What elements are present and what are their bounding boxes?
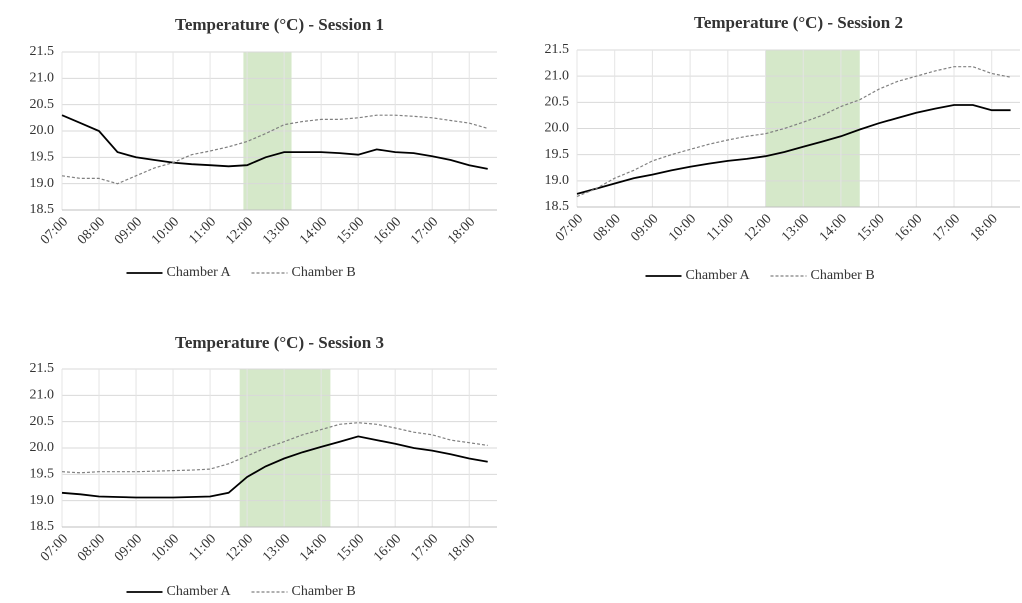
legend-label: Chamber A [167, 584, 232, 599]
chart-title: Temperature (°C) - Session 1 [175, 15, 384, 34]
x-tick-label: 11:00 [186, 214, 219, 247]
y-tick-label: 18.5 [545, 199, 570, 214]
y-tick-label: 20.5 [30, 414, 55, 429]
y-tick-label: 21.0 [545, 68, 570, 83]
x-tick-label: 15:00 [334, 531, 367, 564]
chart-title: Temperature (°C) - Session 3 [175, 333, 384, 352]
x-tick-label: 17:00 [408, 531, 441, 564]
legend-label: Chamber B [292, 584, 356, 599]
legend-label: Chamber B [292, 265, 356, 280]
y-tick-label: 20.0 [30, 123, 55, 138]
y-tick-label: 19.0 [30, 176, 55, 191]
data-line [576, 104, 1011, 195]
x-tick-label: 12:00 [223, 214, 256, 247]
y-tick-label: 20.5 [545, 95, 570, 110]
y-tick-label: 20.0 [545, 121, 570, 136]
x-tick-label: 12:00 [223, 531, 256, 564]
x-tick-label: 18:00 [445, 214, 478, 247]
x-tick-label: 13:00 [260, 214, 293, 247]
y-tick-label: 21.0 [30, 71, 55, 86]
x-tick-label: 10:00 [149, 214, 182, 247]
x-tick-label: 11:00 [704, 211, 737, 244]
x-tick-label: 14:00 [817, 211, 850, 244]
y-tick-label: 21.5 [30, 361, 55, 376]
y-tick-label: 21.5 [545, 42, 570, 57]
legend-label: Chamber A [167, 265, 232, 280]
legend-label: Chamber B [811, 268, 875, 283]
y-tick-label: 21.0 [30, 388, 55, 403]
x-tick-label: 18:00 [445, 531, 478, 564]
y-tick-label: 19.0 [545, 173, 570, 188]
x-tick-label: 17:00 [930, 211, 963, 244]
legend-label: Chamber A [686, 268, 751, 283]
x-tick-label: 14:00 [297, 531, 330, 564]
y-tick-label: 20.5 [30, 97, 55, 112]
x-tick-label: 08:00 [75, 214, 108, 247]
x-tick-label: 17:00 [408, 214, 441, 247]
x-tick-label: 18:00 [968, 211, 1001, 244]
x-tick-label: 07:00 [38, 531, 71, 564]
x-tick-label: 11:00 [186, 531, 219, 564]
y-tick-label: 21.5 [30, 44, 55, 59]
x-tick-label: 12:00 [741, 211, 774, 244]
y-tick-label: 19.5 [30, 150, 55, 165]
x-tick-label: 10:00 [149, 531, 182, 564]
x-tick-label: 09:00 [112, 531, 145, 564]
x-tick-label: 07:00 [553, 211, 586, 244]
data-line [61, 422, 488, 474]
x-tick-label: 15:00 [334, 214, 367, 247]
y-tick-label: 18.5 [30, 519, 55, 534]
y-tick-label: 20.0 [30, 440, 55, 455]
y-tick-label: 19.5 [545, 147, 570, 162]
x-tick-label: 16:00 [892, 211, 925, 244]
x-tick-label: 16:00 [371, 531, 404, 564]
x-tick-label: 14:00 [297, 214, 330, 247]
x-tick-label: 13:00 [260, 531, 293, 564]
x-tick-label: 08:00 [75, 531, 108, 564]
x-tick-label: 10:00 [666, 211, 699, 244]
chart-title: Temperature (°C) - Session 2 [694, 13, 903, 32]
x-tick-label: 13:00 [779, 211, 812, 244]
x-tick-label: 07:00 [38, 214, 71, 247]
y-tick-label: 19.0 [30, 493, 55, 508]
x-tick-label: 08:00 [591, 211, 624, 244]
data-line [61, 435, 488, 499]
x-tick-label: 16:00 [371, 214, 404, 247]
x-tick-label: 09:00 [628, 211, 661, 244]
x-tick-label: 09:00 [112, 214, 145, 247]
x-tick-label: 15:00 [855, 211, 888, 244]
y-tick-label: 19.5 [30, 467, 55, 482]
y-tick-label: 18.5 [30, 202, 55, 217]
data-line [61, 114, 488, 185]
data-line [61, 114, 488, 170]
